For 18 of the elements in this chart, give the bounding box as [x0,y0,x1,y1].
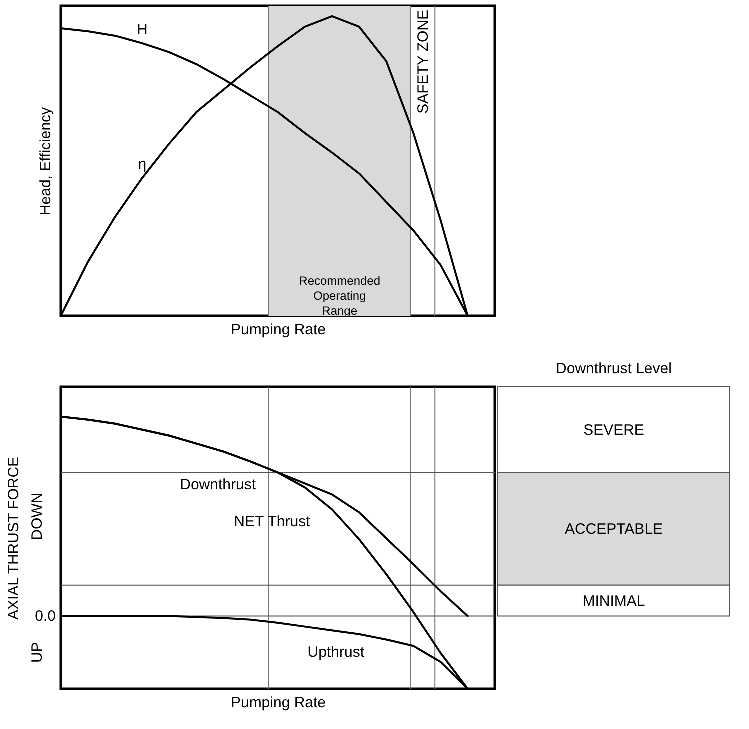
series-label: Upthrust [308,644,366,661]
y-axis-title: AXIAL THRUST FORCE [6,456,22,620]
x-axis-title: Pumping Rate [230,322,326,338]
series-label: NET Thrust [234,514,312,531]
series-label: η [138,156,147,174]
annotation: SAFETY ZONE [414,10,432,114]
text: UP [29,642,46,664]
x-axis-title: Pumping Rate [230,694,326,712]
text: MINIMAL [582,592,646,610]
annotation: Recommended Operating Range [299,274,381,318]
text: Downthrust Level [556,360,672,378]
series-label: Downthrust [180,476,257,494]
ref-line-label: 0.0 [35,608,56,626]
text: SEVERE [584,422,644,439]
y-axis-title: Head, Efficiency [38,106,54,216]
text: ACCEPTABLE [564,521,664,538]
series-label: H [136,21,148,38]
text: DOWN [29,492,46,540]
